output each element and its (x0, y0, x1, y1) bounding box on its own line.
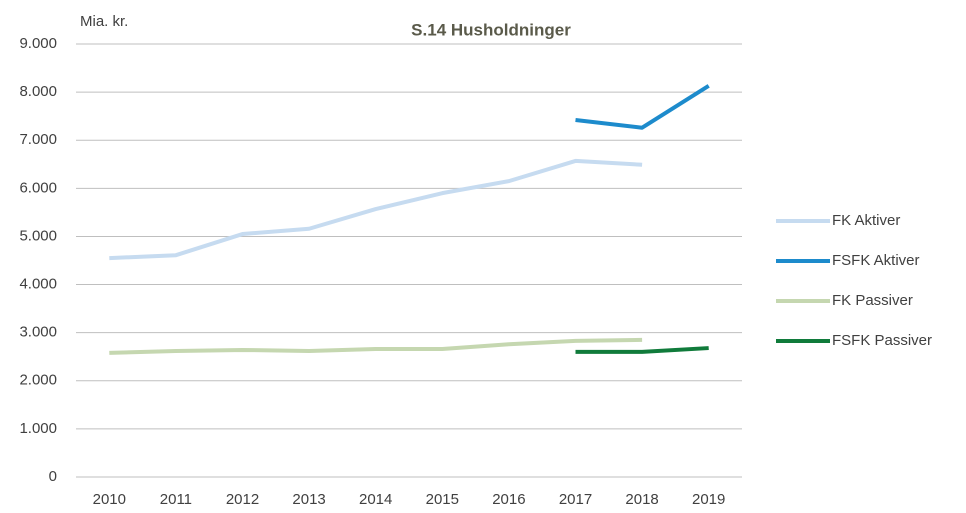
x-tick-label: 2012 (226, 491, 259, 508)
x-tick-label: 2017 (559, 491, 592, 508)
y-tick-label: 6.000 (19, 179, 57, 196)
x-tick-label: 2019 (692, 491, 725, 508)
y-tick-label: 1.000 (19, 420, 57, 437)
y-tick-label: 8.000 (19, 83, 57, 100)
x-tick-label: 2014 (359, 491, 392, 508)
series-line (575, 84, 710, 130)
series-line (109, 158, 643, 261)
x-tick-label: 2016 (492, 491, 525, 508)
x-tick-label: 2013 (292, 491, 325, 508)
x-tick-label: 2010 (93, 491, 126, 508)
y-tick-label: 0 (49, 468, 57, 485)
x-tick-label: 2011 (160, 491, 192, 508)
series-line (109, 337, 643, 355)
y-tick-label: 3.000 (19, 324, 57, 341)
legend-label: FSFK Aktiver (832, 252, 920, 269)
y-tick-label: 9.000 (19, 35, 57, 52)
series-line (575, 346, 709, 354)
x-tick-label: 2015 (426, 491, 459, 508)
y-axis-label: Mia. kr. (80, 13, 128, 30)
y-tick-label: 5.000 (19, 227, 57, 244)
y-tick-label: 7.000 (19, 131, 57, 148)
legend-label: FSFK Passiver (832, 332, 932, 349)
chart-title: S.14 Husholdninger (411, 20, 571, 39)
legend-label: FK Passiver (832, 292, 913, 309)
x-tick-label: 2018 (625, 491, 658, 508)
y-tick-label: 4.000 (19, 276, 57, 293)
y-tick-label: 2.000 (19, 372, 57, 389)
legend-label: FK Aktiver (832, 212, 900, 229)
